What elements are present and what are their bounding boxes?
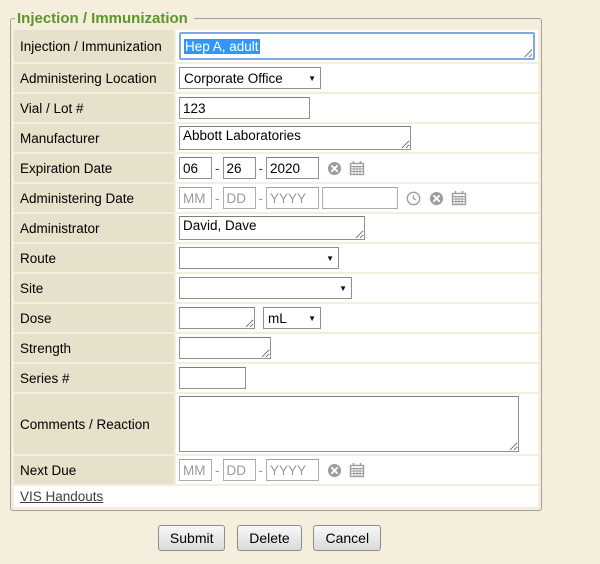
field-administering-date: - - [176, 184, 538, 212]
expiration-day-input[interactable] [222, 157, 256, 179]
manufacturer-input[interactable]: Abbott Laboratories [179, 126, 411, 150]
field-strength [176, 334, 538, 362]
clock-icon[interactable] [405, 190, 421, 206]
administering-location-select[interactable]: Corporate Office ▼ [179, 67, 321, 89]
label-dose: Dose [14, 304, 174, 332]
administrator-input[interactable]: David, Dave [179, 216, 365, 240]
administering-time-input[interactable] [322, 187, 398, 209]
injection-input[interactable]: Hep A, adult [179, 32, 535, 60]
delete-button[interactable]: Delete [237, 525, 302, 551]
calendar-icon[interactable] [349, 462, 365, 478]
vis-handouts-link[interactable]: VIS Handouts [20, 489, 104, 504]
label-strength: Strength [14, 334, 174, 362]
dose-unit-select[interactable]: mL ▼ [263, 307, 321, 329]
label-administering-date: Administering Date [14, 184, 174, 212]
expiration-year-input[interactable] [266, 157, 319, 179]
field-site: ▼ [176, 274, 538, 302]
series-input[interactable] [179, 367, 246, 389]
label-series: Series # [14, 364, 174, 392]
date-separator: - [258, 190, 264, 206]
date-separator: - [215, 462, 220, 478]
field-vial-lot [176, 94, 538, 122]
vial-lot-input[interactable] [179, 97, 310, 119]
cancel-button[interactable]: Cancel [313, 525, 382, 551]
date-separator: - [258, 160, 264, 176]
next-due-month-input[interactable] [179, 459, 212, 481]
field-dose: mL ▼ [176, 304, 538, 332]
date-separator: - [258, 462, 264, 478]
label-next-due: Next Due [14, 456, 174, 484]
administering-day-input[interactable] [222, 187, 256, 209]
label-expiration-date: Expiration Date [14, 154, 174, 182]
site-select[interactable]: ▼ [179, 277, 352, 299]
form-legend: Injection / Immunization [17, 10, 188, 27]
dose-input[interactable] [179, 307, 255, 329]
dose-unit-value: mL [268, 310, 287, 326]
route-select[interactable]: ▼ [179, 247, 339, 269]
form-actions: Submit Delete Cancel [0, 525, 539, 551]
field-manufacturer: Abbott Laboratories [176, 124, 538, 152]
label-vial-lot: Vial / Lot # [14, 94, 174, 122]
vis-handouts-row: VIS Handouts [14, 486, 538, 507]
selected-text: Hep A, adult [184, 38, 260, 54]
chevron-down-icon: ▼ [326, 253, 334, 263]
form-grid: Injection / Immunization Hep A, adult Ad… [14, 30, 538, 507]
field-administrator: David, Dave [176, 214, 538, 242]
strength-input[interactable] [179, 337, 271, 359]
chevron-down-icon: ▼ [308, 73, 316, 83]
date-separator: - [215, 190, 220, 206]
administering-year-input[interactable] [266, 187, 319, 209]
label-injection: Injection / Immunization [14, 30, 174, 62]
date-separator: - [215, 160, 220, 176]
next-due-day-input[interactable] [222, 459, 256, 481]
expiration-month-input[interactable] [179, 157, 212, 179]
chevron-down-icon: ▼ [339, 283, 347, 293]
clear-icon[interactable] [326, 160, 342, 176]
label-manufacturer: Manufacturer [14, 124, 174, 152]
administering-location-value: Corporate Office [184, 70, 283, 86]
field-injection: Hep A, adult [176, 30, 538, 62]
field-administering-location: Corporate Office ▼ [176, 64, 538, 92]
calendar-icon[interactable] [451, 190, 467, 206]
label-comments: Comments / Reaction [14, 394, 174, 454]
submit-button[interactable]: Submit [157, 525, 226, 551]
resize-grip-icon[interactable] [522, 47, 532, 57]
label-route: Route [14, 244, 174, 272]
injection-immunization-fieldset: Injection / Immunization Injection / Imm… [10, 10, 542, 511]
comments-input[interactable] [179, 396, 519, 452]
administering-month-input[interactable] [179, 187, 212, 209]
clear-icon[interactable] [428, 190, 444, 206]
field-comments [176, 394, 538, 454]
field-expiration-date: - - [176, 154, 538, 182]
label-administering-location: Administering Location [14, 64, 174, 92]
label-site: Site [14, 274, 174, 302]
chevron-down-icon: ▼ [308, 313, 316, 323]
field-route: ▼ [176, 244, 538, 272]
calendar-icon[interactable] [349, 160, 365, 176]
clear-icon[interactable] [326, 462, 342, 478]
next-due-year-input[interactable] [266, 459, 319, 481]
field-series [176, 364, 538, 392]
field-next-due: - - [176, 456, 538, 484]
label-administrator: Administrator [14, 214, 174, 242]
